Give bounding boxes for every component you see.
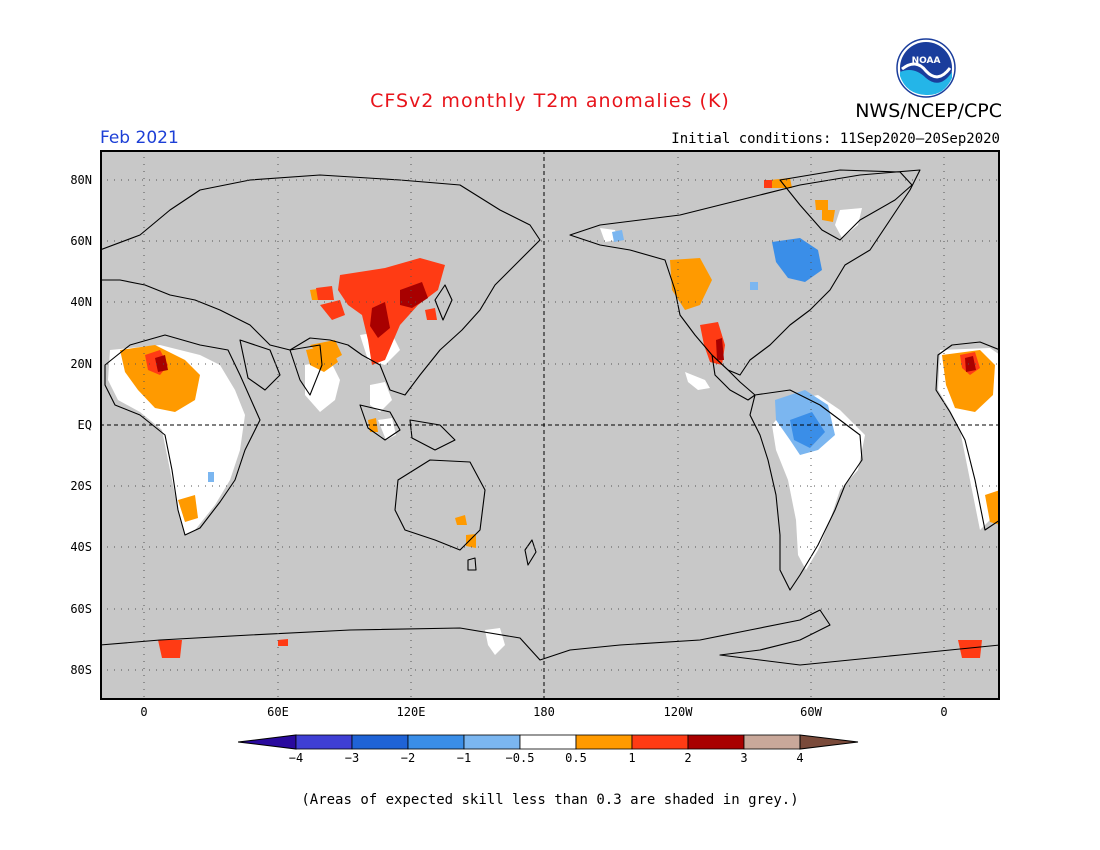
lat-label: 80N	[70, 173, 92, 187]
map-frame	[100, 150, 1000, 700]
colorbar-swatch	[407, 734, 465, 750]
lat-label: EQ	[77, 418, 92, 432]
gridlines	[100, 150, 1000, 700]
colorbar-label: 2	[684, 751, 692, 765]
colorbar-label: 0.5	[565, 751, 587, 765]
colorbar-swatch	[351, 734, 409, 750]
cool-anomaly-2-1	[772, 238, 825, 448]
lat-label: 20S	[70, 479, 92, 493]
lon-label: 180	[533, 705, 555, 719]
map-title: CFSv2 monthly T2m anomalies (K)	[370, 90, 730, 112]
colorbar-label: −3	[344, 751, 360, 765]
agency-label: NWS/NCEP/CPC	[855, 100, 1002, 122]
noaa-logo: NOAA	[896, 38, 956, 98]
colorbar-swatch	[575, 734, 633, 750]
colorbar-swatch	[463, 734, 521, 750]
lat-label: 80S	[70, 663, 92, 677]
forecast-month: Feb 2021	[100, 128, 179, 148]
anomaly-map	[100, 150, 1000, 700]
lon-label: 0	[940, 705, 948, 719]
colorbar-right-arrow	[799, 734, 859, 750]
lat-label: 20N	[70, 357, 92, 371]
colorbar-left-arrow	[238, 734, 297, 750]
initial-conditions: Initial conditions: 11Sep2020—20Sep2020	[671, 131, 1000, 147]
colorbar-swatch	[519, 734, 577, 750]
colorbar-label: 1	[628, 751, 636, 765]
colorbar-label: −2	[400, 751, 416, 765]
lat-label: 60S	[70, 602, 92, 616]
coastlines	[100, 169, 1000, 666]
colorbar-label: −0.5	[505, 751, 535, 765]
lat-label: 40N	[70, 295, 92, 309]
lon-label: 60W	[800, 705, 822, 719]
colorbar-label: −1	[456, 751, 472, 765]
colorbar-label: 3	[740, 751, 748, 765]
lon-label: 0	[140, 705, 148, 719]
noaa-logo-text: NOAA	[912, 56, 941, 66]
colorbar-swatch	[687, 734, 745, 750]
color-scale-bar	[238, 734, 859, 750]
colorbar-swatch	[743, 734, 801, 750]
lat-label: 40S	[70, 540, 92, 554]
lat-label: 60N	[70, 234, 92, 248]
colorbar-swatch	[631, 734, 689, 750]
colorbar-label: −4	[288, 751, 304, 765]
lon-label: 60E	[267, 705, 289, 719]
colorbar-label: 4	[796, 751, 804, 765]
colorbar-swatch	[295, 734, 353, 750]
lon-label: 120W	[663, 705, 693, 719]
warm-anomaly-2-3	[155, 282, 976, 372]
skill-note: (Areas of expected skill less than 0.3 a…	[301, 792, 799, 808]
lon-label: 120E	[396, 705, 426, 719]
